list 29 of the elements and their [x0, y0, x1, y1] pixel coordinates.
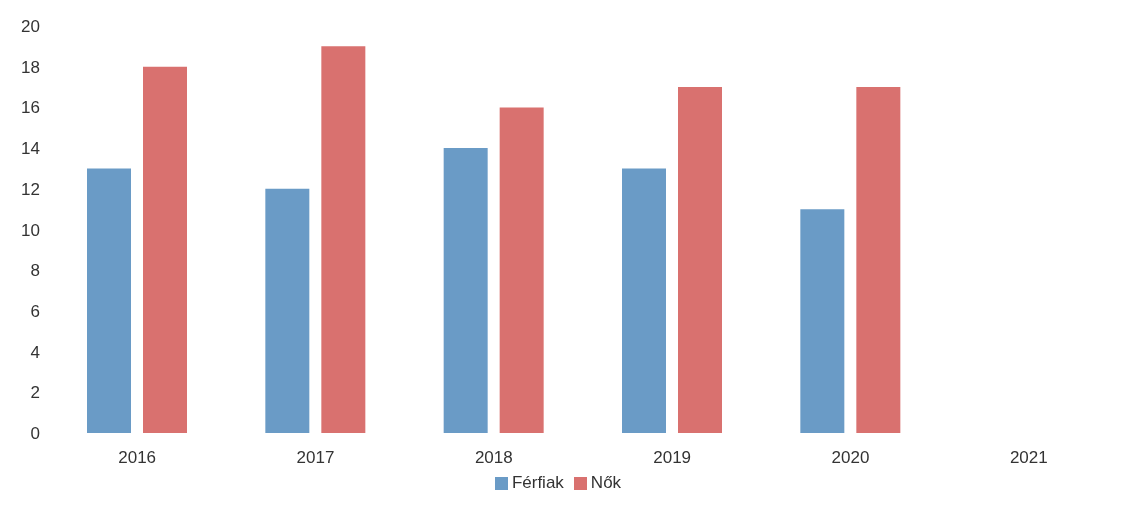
y-tick-label: 16 — [21, 98, 40, 118]
y-tick-label: 10 — [21, 220, 40, 240]
x-tick-label: 2018 — [474, 448, 513, 468]
bar — [143, 66, 187, 433]
bar — [800, 209, 845, 433]
bar — [265, 188, 310, 433]
y-tick-label: 2 — [30, 383, 40, 403]
y-tick-label: 20 — [21, 17, 40, 37]
legend-label: Nők — [590, 473, 622, 492]
x-tick-label: 2016 — [118, 448, 157, 468]
bar — [856, 87, 901, 433]
y-tick-label: 8 — [30, 261, 40, 281]
x-tick-label: 2020 — [831, 448, 870, 468]
x-tick-label: 2019 — [653, 448, 692, 468]
bar — [678, 87, 722, 433]
bar — [499, 107, 544, 433]
y-tick-label: 0 — [30, 424, 40, 444]
x-tick-label: 2021 — [1009, 448, 1048, 468]
bar — [443, 148, 488, 433]
bar — [87, 168, 131, 433]
y-tick-label: 12 — [21, 179, 40, 199]
x-tick-label: 2017 — [296, 448, 335, 468]
y-tick-label: 6 — [30, 301, 40, 321]
bar — [622, 168, 666, 433]
legend-label: Férfiak — [511, 473, 564, 492]
y-tick-label: 18 — [21, 57, 40, 77]
y-tick-label: 4 — [30, 342, 40, 362]
bar — [321, 46, 366, 433]
y-tick-label: 14 — [21, 139, 40, 159]
